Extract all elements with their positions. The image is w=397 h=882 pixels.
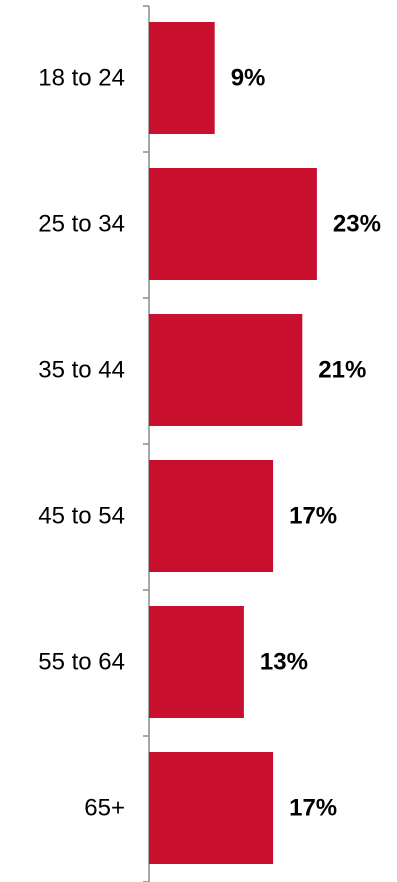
category-labels-group: 18 to 24 25 to 34 35 to 44 45 to 54 55 to 64… [38,65,125,822]
bar [149,460,274,572]
bars-group [149,22,317,864]
category-label: 55 to 64 [38,649,125,676]
data-label: 9% [231,65,266,92]
data-label: 23% [333,211,381,238]
data-label: 17% [289,503,337,530]
bar [149,314,303,426]
bar [149,168,317,280]
category-label: 35 to 44 [38,357,125,384]
data-label: 13% [260,649,308,676]
category-label: 65+ [84,795,125,822]
bar [149,22,215,134]
axis-ticks [143,5,149,882]
category-label: 25 to 34 [38,211,125,238]
bar [149,752,274,864]
data-labels-group: 9% 23% 21% 17% 13% 17% [231,65,381,822]
data-label: 17% [289,795,337,822]
category-label: 45 to 54 [38,503,125,530]
data-label: 21% [318,357,366,384]
bar [149,606,244,718]
category-label: 18 to 24 [38,65,125,92]
